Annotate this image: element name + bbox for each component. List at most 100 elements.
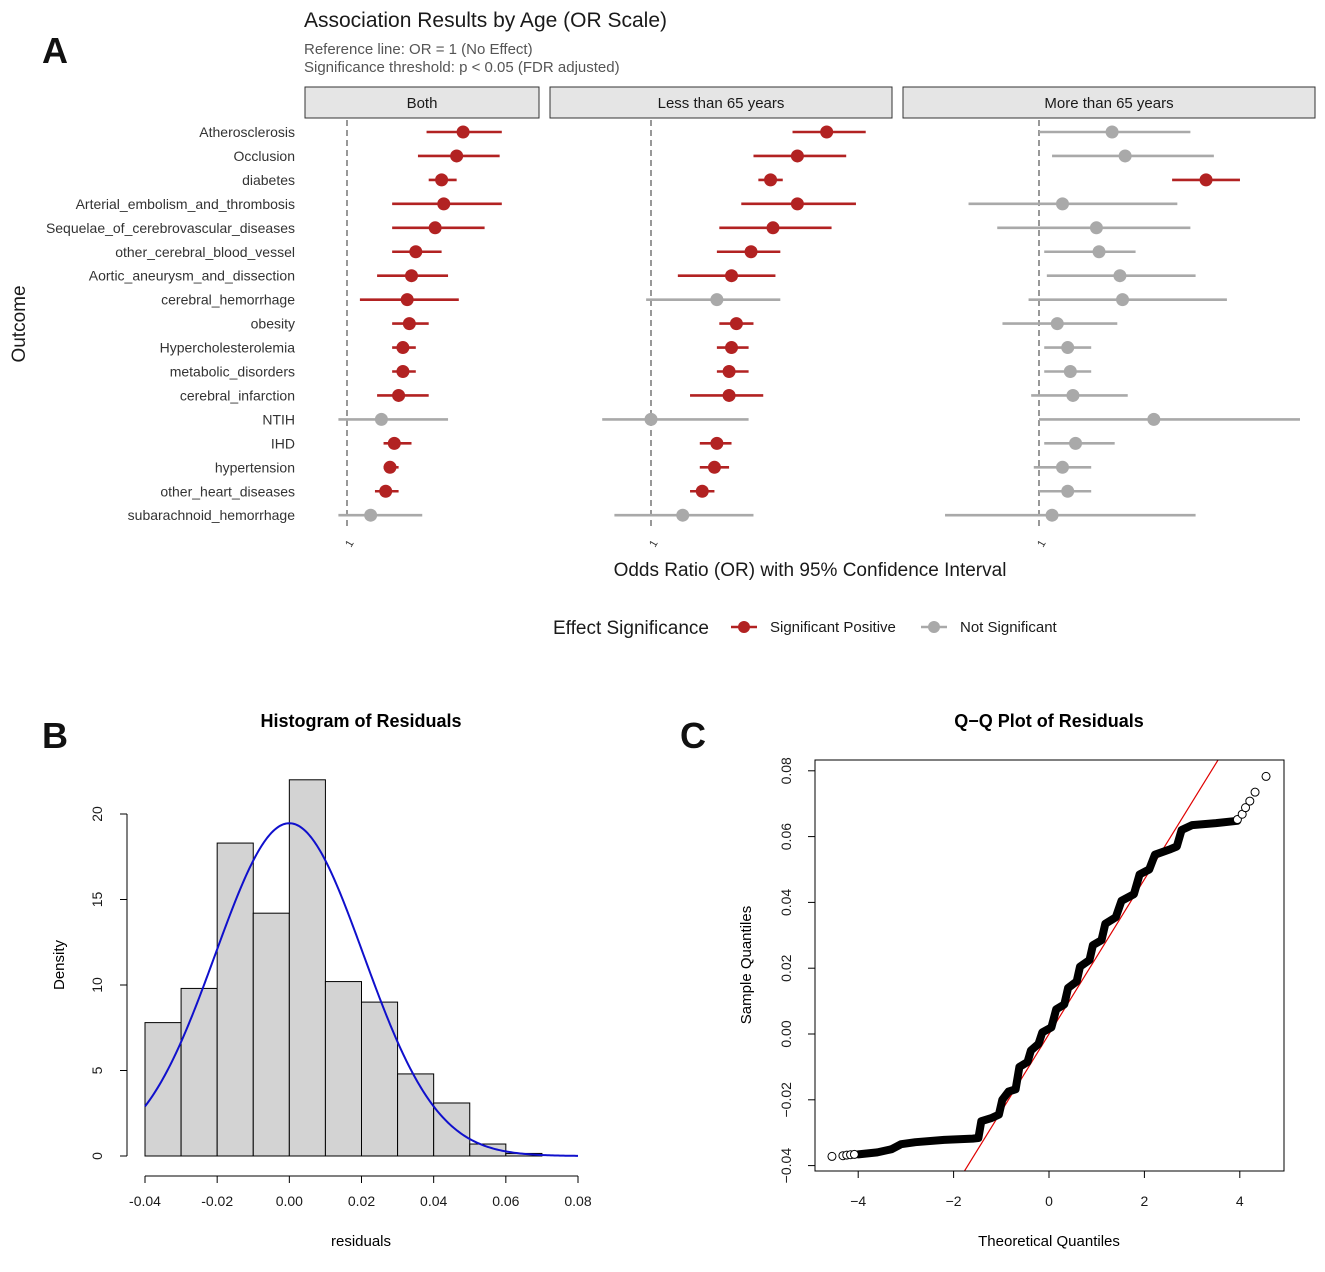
outcome-label: metabolic_disorders <box>170 364 295 380</box>
histogram-y-label: Density <box>51 939 68 990</box>
forest-title: Association Results by Age (OR Scale) <box>304 9 667 32</box>
or-point <box>456 125 470 139</box>
or-point <box>409 245 423 259</box>
or-point <box>1118 149 1132 163</box>
or-point <box>725 341 739 355</box>
or-point <box>710 293 724 307</box>
histogram-bar <box>144 1022 182 1157</box>
or-point <box>820 125 834 139</box>
outcome-label: Sequelae_of_cerebrovascular_diseases <box>46 220 295 236</box>
facet-label-both: Both <box>407 95 438 112</box>
or-point <box>766 221 780 235</box>
legend-key-dot-not-significant <box>928 621 940 633</box>
or-point <box>1061 484 1075 498</box>
or-point <box>402 317 416 331</box>
qq-x-label: Theoretical Quantiles <box>978 1233 1120 1250</box>
or-point <box>1055 197 1069 211</box>
y-tick-label: 20 <box>89 806 105 822</box>
or-point <box>790 197 804 211</box>
histogram-bar <box>288 779 326 1157</box>
qq-point <box>1261 771 1271 781</box>
qq-sample-points-dense <box>854 816 1242 1159</box>
or-point <box>450 149 464 163</box>
forest-marks <box>338 125 1300 522</box>
or-point <box>379 484 393 498</box>
ref-tick-over-65: 1 <box>1035 538 1048 549</box>
x-tick-label: -0.04 <box>129 1193 161 1209</box>
legend-label-significant: Significant Positive <box>770 619 896 636</box>
qq-point <box>1245 796 1255 806</box>
or-point <box>1050 317 1064 331</box>
x-tick-label: −4 <box>850 1193 866 1209</box>
or-point <box>1045 508 1059 522</box>
outcome-label: NTIH <box>262 411 295 427</box>
x-tick-label: 0.08 <box>564 1193 591 1209</box>
outcome-labels: Atherosclerosis Occlusion diabetes Arterial… <box>46 124 295 523</box>
outcome-label: other_cerebral_blood_vessel <box>115 244 295 260</box>
x-tick-label: 2 <box>1141 1193 1149 1209</box>
or-point <box>374 412 388 426</box>
x-tick-label: -0.02 <box>201 1193 233 1209</box>
qq-point <box>1250 787 1260 797</box>
forest-subtitle-2: Significance threshold: p < 0.05 (FDR ad… <box>304 59 620 76</box>
or-point <box>405 269 418 283</box>
y-tick-label: 0.00 <box>778 1020 794 1047</box>
or-point <box>1092 245 1106 259</box>
or-point <box>383 460 397 474</box>
y-tick-label: 0.06 <box>778 823 794 850</box>
outcome-label: Hypercholesterolemia <box>160 340 296 356</box>
or-point <box>1199 173 1213 187</box>
or-point <box>644 412 658 426</box>
or-point <box>1063 365 1077 378</box>
histogram-y-axis: 0 5 10 15 20 <box>89 806 128 1160</box>
y-tick-label: 5 <box>89 1066 105 1074</box>
outcome-label: other_heart_diseases <box>160 483 295 499</box>
forest-subtitle-1: Reference line: OR = 1 (No Effect) <box>304 41 533 58</box>
panel-c-label: C <box>680 715 706 756</box>
qq-title: Q−Q Plot of Residuals <box>954 711 1144 731</box>
histogram-bar <box>252 912 290 1157</box>
or-point <box>725 269 739 283</box>
histogram-title: Histogram of Residuals <box>260 711 461 731</box>
ref-tick-both: 1 <box>343 538 356 549</box>
x-tick-label: 0.06 <box>492 1193 519 1209</box>
x-tick-label: 0 <box>1045 1193 1053 1209</box>
normal-density-curve <box>144 822 579 1157</box>
histogram-bar <box>433 1102 471 1157</box>
or-point <box>1061 341 1075 355</box>
x-tick-label: 4 <box>1236 1193 1244 1209</box>
or-point <box>1066 388 1080 402</box>
qq-tail-points <box>827 771 1271 1161</box>
or-point <box>790 149 804 163</box>
or-point <box>764 173 778 187</box>
outcome-label: Atherosclerosis <box>199 124 295 140</box>
histogram-x-label: residuals <box>331 1233 391 1250</box>
outcome-label: IHD <box>271 435 295 451</box>
qq-point <box>1241 803 1251 813</box>
facet-strip-under-65 <box>549 86 893 119</box>
outcome-label: Arterial_embolism_and_thrombosis <box>76 196 295 212</box>
outcome-label: cerebral_hemorrhage <box>161 292 295 308</box>
or-point <box>435 173 449 187</box>
or-point <box>1089 221 1103 235</box>
legend-title: Effect Significance <box>553 618 709 639</box>
y-tick-label: 10 <box>89 977 105 993</box>
or-point <box>396 365 410 378</box>
or-point <box>1069 436 1083 450</box>
or-point <box>1105 125 1119 139</box>
outcome-label: Aortic_aneurysm_and_dissection <box>89 268 295 284</box>
or-point <box>695 484 709 498</box>
y-tick-label: 0.02 <box>778 954 794 981</box>
outcome-label: subarachnoid_hemorrhage <box>128 507 296 523</box>
y-tick-label: 0 <box>89 1152 105 1160</box>
forest-x-label: Odds Ratio (OR) with 95% Confidence Inte… <box>614 560 1007 581</box>
qq-x-axis: −4 −2 0 2 4 <box>850 1170 1244 1209</box>
or-point <box>676 508 690 522</box>
qq-point <box>827 1151 837 1161</box>
facet-label-under-65: Less than 65 years <box>658 95 785 112</box>
y-tick-label: −0.04 <box>778 1148 794 1184</box>
legend-key-dot-significant <box>738 621 750 633</box>
y-tick-label: −0.02 <box>778 1082 794 1118</box>
histogram-bar <box>180 987 218 1157</box>
or-point <box>396 341 410 355</box>
